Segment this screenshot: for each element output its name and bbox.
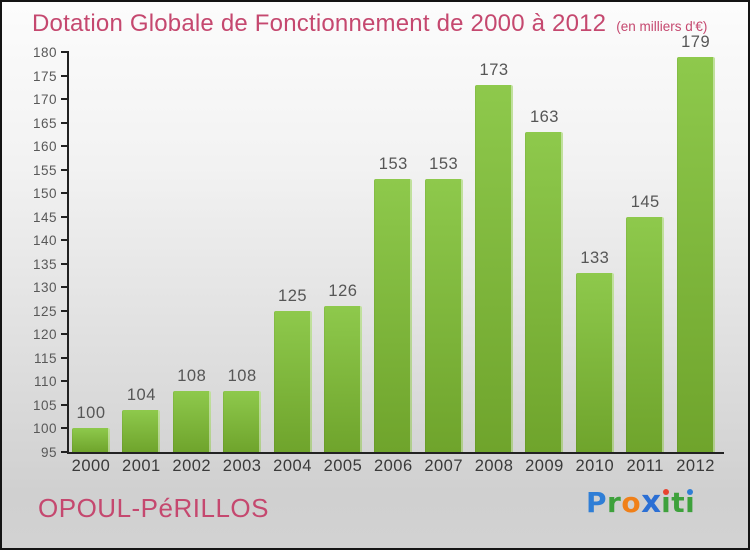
bar-2002 — [172, 390, 211, 452]
y-axis-tick — [61, 239, 69, 242]
y-axis-tick-label: 125 — [32, 303, 57, 319]
bar-value-label: 179 — [681, 32, 711, 51]
y-axis-tick-label: 180 — [32, 45, 57, 60]
logo-letter-i: ı — [661, 486, 672, 519]
bar-2008 — [475, 84, 514, 452]
y-axis-tick-label: 145 — [32, 209, 57, 225]
y-axis-tick-label: 150 — [32, 186, 57, 202]
x-axis-category-label: 2004 — [273, 457, 312, 475]
bar-value-label: 126 — [328, 282, 358, 301]
y-axis-tick — [61, 356, 69, 359]
bar-value-label: 163 — [529, 108, 559, 126]
x-axis-category-label: 2010 — [575, 457, 615, 475]
x-axis-category-label: 2002 — [172, 457, 212, 475]
bar-2001 — [122, 409, 161, 452]
y-axis-tick-label: 165 — [32, 115, 57, 131]
bar-value-label: 108 — [177, 366, 207, 385]
y-axis-tick-label: 120 — [32, 327, 57, 343]
y-axis-tick-label: 100 — [32, 421, 57, 437]
y-axis-tick-label: 160 — [32, 139, 57, 155]
logo-i-dot — [687, 489, 694, 495]
bar-value-label: 108 — [227, 366, 257, 385]
bar-value-label: 100 — [76, 404, 106, 423]
y-axis-tick — [61, 403, 69, 406]
commune-name: OPOUL-PéRILLOS — [38, 493, 269, 523]
y-axis-tick — [61, 309, 69, 312]
x-axis-category-label: 2001 — [122, 457, 161, 475]
bar-2010 — [575, 273, 614, 452]
proxiti-logo: Proxı tı — [586, 484, 695, 520]
title-row: Dotation Globale de Fonctionnement de 20… — [32, 10, 732, 38]
logo-letter-o: o — [621, 486, 642, 519]
y-axis-tick — [61, 451, 69, 453]
y-axis-tick — [61, 286, 69, 289]
y-axis-tick — [61, 192, 69, 195]
logo-letter-t: t — [671, 486, 686, 519]
x-axis-category-label: 2012 — [676, 457, 715, 475]
x-axis-category-label: 2000 — [71, 457, 111, 475]
bar-2000 — [72, 428, 110, 452]
bar-2012 — [676, 56, 715, 452]
bar-value-label: 125 — [278, 286, 308, 305]
bar-2007 — [424, 179, 463, 452]
x-axis-category-label: 2009 — [525, 457, 564, 475]
logo-i-dot — [663, 489, 670, 495]
x-axis-category-label: 2011 — [626, 457, 664, 475]
unit-note: (en milliers d'€) — [616, 19, 708, 34]
y-axis-tick — [61, 121, 69, 124]
bar-2011 — [626, 216, 665, 452]
bar-value-label: 153 — [429, 155, 459, 174]
y-axis-tick-label: 155 — [32, 162, 57, 178]
logo-letter-P: P — [586, 486, 608, 519]
y-axis-tick — [61, 168, 69, 171]
bar-2005 — [323, 306, 362, 452]
page-title: Dotation Globale de Fonctionnement de 20… — [32, 10, 607, 37]
y-axis-tick-label: 135 — [32, 256, 57, 272]
y-axis-tick — [61, 51, 69, 53]
bar-2009 — [525, 132, 564, 452]
x-axis-category-label: 2005 — [323, 457, 363, 475]
logo-letter-x: x — [641, 484, 662, 520]
y-axis-tick — [61, 215, 69, 218]
logo-letter-r: r — [607, 486, 622, 519]
y-axis-tick — [61, 427, 69, 430]
y-axis-tick-label: 170 — [32, 92, 57, 108]
y-axis-tick — [61, 98, 69, 101]
bar-value-label: 145 — [630, 192, 660, 211]
y-axis-tick-label: 95 — [40, 445, 57, 460]
y-axis-tick-label: 110 — [33, 374, 57, 390]
bar-2004 — [273, 310, 312, 452]
chart-area: 95 100 105 110 115 120 125 130 135 140 145 150 155 16… — [33, 33, 724, 475]
bar-value-label: 104 — [126, 385, 156, 404]
bar-value-label: 153 — [378, 155, 408, 174]
logo-letter-i: ı — [685, 486, 696, 519]
bar-value-label: 133 — [580, 249, 610, 268]
bar-value-label: 173 — [479, 60, 509, 79]
y-axis-tick-label: 140 — [32, 233, 57, 249]
y-axis-tick — [61, 74, 69, 77]
bar-2006 — [374, 179, 413, 452]
y-axis-tick-label: 130 — [32, 280, 57, 296]
y-axis-tick — [61, 145, 69, 148]
x-axis-category-label: 2007 — [424, 457, 464, 475]
y-axis-tick — [61, 380, 69, 383]
y-axis-tick-label: 175 — [32, 68, 57, 84]
x-axis-category-label: 2006 — [373, 457, 413, 475]
bar-2003 — [223, 390, 262, 452]
x-axis-category-label: 2008 — [474, 457, 514, 475]
y-axis-tick-label: 115 — [33, 350, 57, 366]
x-axis-category-label: 2003 — [222, 457, 262, 475]
y-axis-tick-label: 105 — [32, 397, 57, 413]
y-axis-tick — [61, 262, 69, 265]
y-axis-tick — [61, 333, 69, 336]
